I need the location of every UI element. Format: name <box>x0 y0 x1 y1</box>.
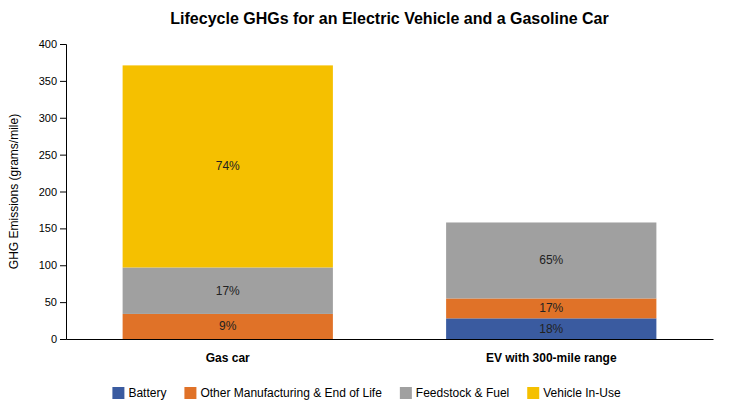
y-tick-mark <box>60 192 66 193</box>
y-tick: 350 <box>39 75 66 87</box>
y-tick: 400 <box>39 38 66 50</box>
y-axis: 0 50 100 150 200 250 300 350 400 <box>39 38 67 345</box>
legend-swatch <box>112 387 124 399</box>
y-tick-mark <box>60 44 66 45</box>
chart-title: Lifecycle GHGs for an Electric Vehicle a… <box>170 10 608 27</box>
y-axis-line <box>60 45 67 340</box>
y-tick-mark <box>60 118 66 119</box>
x-axis: Gas car EV with 300-mile range <box>67 340 714 366</box>
chart-container: 18% 9% 17% 17% 65% 74% 0 50 100 150 200 250 300 350 40… <box>0 0 733 413</box>
y-tick-mark <box>60 81 66 82</box>
share-label: 74% <box>216 159 240 173</box>
y-tick-label: 350 <box>39 75 57 87</box>
y-tick: 200 <box>39 186 66 198</box>
y-tick: 300 <box>39 112 66 124</box>
bar-segment <box>123 65 333 267</box>
y-tick-mark <box>60 155 66 156</box>
legend-label: Battery <box>128 386 166 400</box>
x-tick-label: EV with 300-mile range <box>486 351 617 365</box>
share-label: 65% <box>539 253 563 267</box>
legend-label: Other Manufacturing & End of Life <box>200 386 382 400</box>
y-tick: 250 <box>39 149 66 161</box>
x-tick: Gas car <box>206 351 250 365</box>
y-tick-label: 100 <box>39 259 57 271</box>
y-tick-label: 0 <box>51 333 57 345</box>
bars <box>123 65 657 339</box>
legend-item: Vehicle In-Use <box>527 386 621 400</box>
bar-segment <box>123 314 333 339</box>
bar-segment <box>446 298 656 318</box>
share-label: 9% <box>219 319 237 333</box>
y-tick-mark <box>60 265 66 266</box>
y-tick-label: 300 <box>39 112 57 124</box>
y-tick-mark <box>60 339 66 340</box>
legend-item: Other Manufacturing & End of Life <box>184 386 382 400</box>
y-tick-mark <box>60 302 66 303</box>
share-label: 18% <box>539 322 563 336</box>
y-tick: 0 <box>51 333 66 345</box>
share-label: 17% <box>216 284 240 298</box>
y-tick-label: 400 <box>39 38 57 50</box>
bar-segment <box>446 318 656 339</box>
x-axis-line <box>67 339 714 340</box>
legend-label: Vehicle In-Use <box>543 386 621 400</box>
x-tick-label: Gas car <box>206 351 250 365</box>
legend-item: Battery <box>112 386 166 400</box>
y-tick: 150 <box>39 222 66 234</box>
share-label: 17% <box>539 301 563 315</box>
chart-svg: 18% 9% 17% 17% 65% 74% 0 50 100 150 200 250 300 350 40… <box>0 0 733 413</box>
legend-label: Feedstock & Fuel <box>416 386 509 400</box>
y-tick-label: 50 <box>45 296 57 308</box>
bar-segment <box>446 222 656 223</box>
legend-item: Feedstock & Fuel <box>400 386 509 400</box>
legend-swatch <box>400 387 412 399</box>
legend-swatch <box>527 387 539 399</box>
bar-segment <box>123 267 333 313</box>
y-tick-label: 150 <box>39 222 57 234</box>
y-axis-title: GHG Emissions (grams/mile) <box>7 114 21 269</box>
y-tick-label: 200 <box>39 186 57 198</box>
legend: Battery Other Manufacturing & End of Life… <box>112 386 621 400</box>
share-labels: 18% 9% 17% 17% 65% 74% <box>216 159 564 335</box>
y-tick: 50 <box>45 296 66 308</box>
bar-segment <box>446 222 656 298</box>
x-tick: EV with 300-mile range <box>486 351 617 365</box>
y-tick-label: 250 <box>39 149 57 161</box>
plot-area: 18% 9% 17% 17% 65% 74% 0 50 100 150 200 250 300 350 40… <box>39 38 714 365</box>
y-tick-mark <box>60 228 66 229</box>
legend-swatch <box>184 387 196 399</box>
y-tick: 100 <box>39 259 66 271</box>
